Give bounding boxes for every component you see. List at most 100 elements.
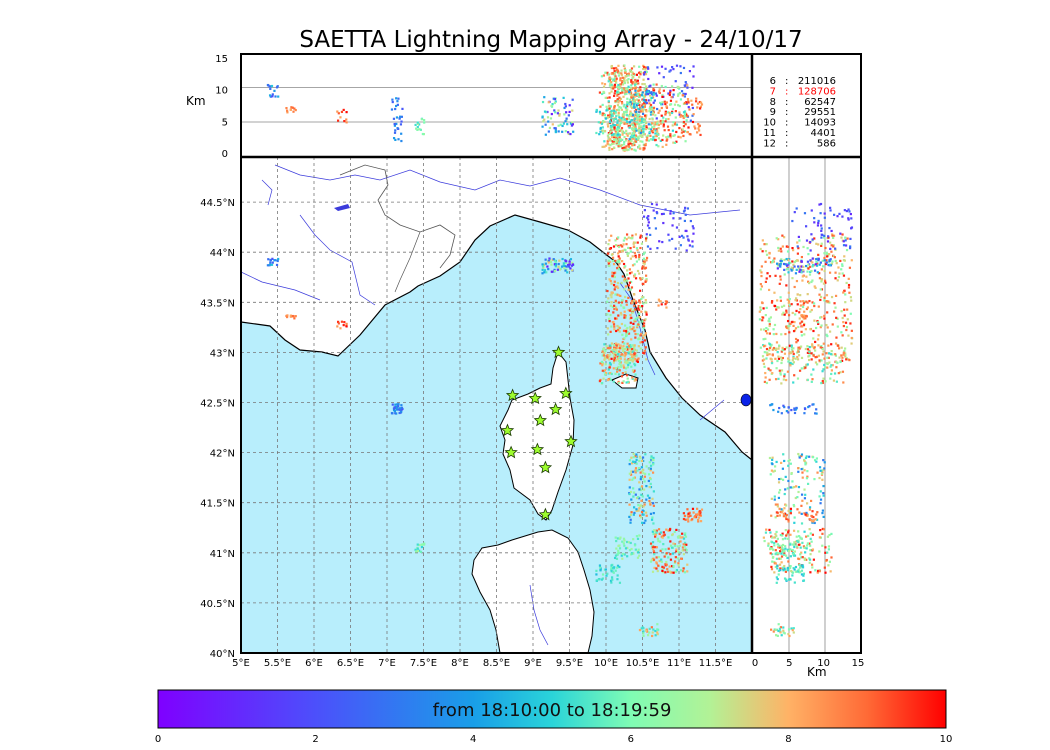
lightning-altitude-point — [661, 145, 664, 149]
lightning-altitude-point — [791, 277, 794, 280]
lightning-altitude-point — [641, 127, 644, 131]
lightning-altitude-point — [775, 332, 778, 336]
lightning-source-point — [631, 478, 634, 481]
lightning-altitude-point — [650, 108, 653, 111]
lightning-altitude-point — [669, 133, 672, 136]
lightning-altitude-point — [800, 537, 803, 540]
lightning-altitude-point — [631, 114, 635, 117]
lightning-altitude-point — [657, 137, 661, 140]
lightning-source-point — [616, 267, 619, 270]
lightning-source-point — [609, 579, 613, 582]
lightning-source-point — [641, 626, 644, 629]
lightning-altitude-point — [823, 314, 826, 318]
lightning-source-point — [678, 235, 681, 239]
count-separator: : — [785, 86, 788, 97]
lightning-altitude-point — [782, 378, 785, 381]
lightning-altitude-point — [636, 135, 639, 138]
lightning-source-point — [648, 461, 651, 464]
lightning-source-point — [683, 209, 686, 212]
lightning-altitude-point — [611, 85, 614, 88]
lightning-altitude-point — [772, 328, 775, 331]
lightning-altitude-point — [828, 560, 832, 563]
lightning-altitude-point — [814, 286, 817, 290]
lightning-altitude-point — [626, 103, 629, 106]
lightning-source-point — [638, 459, 641, 463]
lightning-altitude-point — [669, 136, 672, 139]
lightning-source-point — [637, 345, 640, 348]
lightning-altitude-point — [809, 249, 812, 252]
lightning-altitude-point — [803, 412, 806, 415]
lightning-altitude-point — [820, 288, 824, 291]
lightning-altitude-point — [622, 116, 625, 119]
lightning-source-point — [643, 503, 646, 506]
lightning-source-point — [612, 311, 615, 314]
lightning-source-point — [645, 484, 648, 488]
lightning-altitude-point — [804, 225, 808, 228]
lightning-altitude-point — [808, 558, 812, 561]
lightning-source-point — [634, 454, 637, 458]
lightning-altitude-point — [774, 465, 777, 468]
lightning-altitude-point — [691, 114, 694, 117]
lightning-source-point — [604, 568, 607, 571]
lightning-altitude-point — [785, 517, 788, 521]
lightning-source-point — [562, 264, 565, 267]
lightning-altitude-point — [762, 316, 765, 319]
lightning-altitude-point — [667, 135, 670, 138]
lightning-source-point — [628, 492, 631, 496]
lightning-source-point — [632, 452, 635, 456]
lightning-altitude-point — [813, 285, 816, 288]
lightning-altitude-point — [814, 326, 818, 330]
lightning-source-point — [636, 326, 639, 329]
lightning-altitude-point — [615, 115, 618, 118]
lightning-altitude-point — [554, 100, 557, 103]
lightning-source-point — [671, 552, 675, 555]
lightning-altitude-point — [541, 100, 545, 104]
lightning-altitude-point — [805, 558, 808, 561]
lightning-altitude-point — [396, 127, 399, 130]
lightning-altitude-point — [845, 281, 848, 285]
lightning-altitude-point — [799, 304, 802, 307]
lightning-altitude-point — [775, 237, 778, 240]
lightning-source-point — [393, 406, 396, 409]
lightning-source-point — [641, 277, 644, 280]
lightning-source-point — [638, 255, 641, 259]
lightning-altitude-point — [814, 349, 817, 352]
lightning-source-point — [649, 233, 652, 237]
lightning-altitude-point — [839, 360, 842, 364]
river — [241, 271, 321, 301]
lightning-source-point — [603, 343, 606, 346]
lightning-source-point — [679, 244, 682, 247]
lightning-altitude-point — [661, 95, 664, 98]
lightning-altitude-point — [392, 117, 396, 120]
lightning-altitude-point — [847, 217, 850, 220]
lightning-altitude-point — [765, 253, 769, 256]
lightning-source-point — [645, 233, 648, 236]
lightning-source-point — [639, 516, 643, 519]
lightning-altitude-point — [817, 257, 820, 260]
lightning-altitude-point — [393, 124, 397, 127]
lightning-altitude-point — [634, 108, 638, 111]
lightning-altitude-point — [614, 75, 617, 78]
lightning-altitude-point — [837, 266, 840, 269]
lightning-source-point — [641, 267, 644, 270]
lightning-source-point — [662, 221, 665, 225]
lightning-source-point — [601, 382, 604, 385]
lightning-altitude-point — [788, 578, 792, 581]
lightning-altitude-point — [780, 258, 783, 261]
lightning-altitude-point — [836, 279, 839, 282]
lightning-altitude-point — [823, 269, 826, 273]
lightning-altitude-point — [795, 341, 798, 344]
lightning-altitude-point — [816, 271, 819, 274]
lightning-altitude-point — [818, 570, 821, 573]
lightning-source-point — [595, 579, 598, 582]
lightning-altitude-point — [806, 345, 809, 348]
lightning-source-point — [611, 321, 614, 324]
lightning-altitude-point — [800, 314, 803, 317]
lightning-altitude-point — [819, 528, 822, 532]
lightning-altitude-point — [615, 143, 618, 146]
lightning-altitude-point — [626, 81, 630, 84]
lightning-altitude-point — [849, 322, 852, 325]
lightning-altitude-point — [808, 265, 812, 269]
lightning-source-point — [608, 278, 611, 281]
lightning-altitude-point — [798, 511, 801, 514]
